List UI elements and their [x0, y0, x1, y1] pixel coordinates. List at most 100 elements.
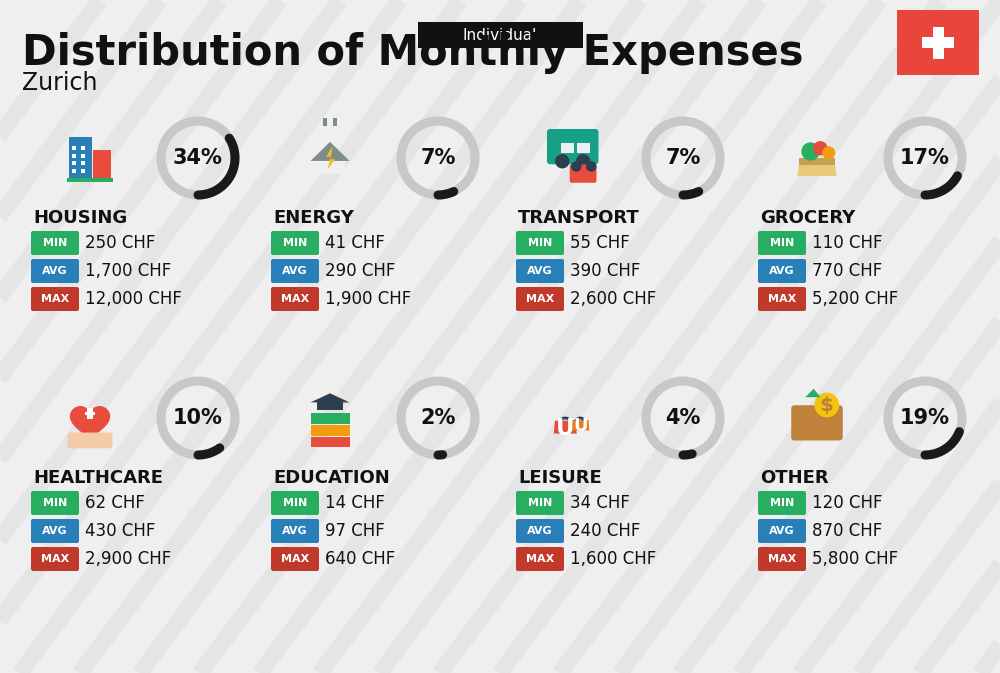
FancyBboxPatch shape [310, 413, 350, 424]
FancyBboxPatch shape [31, 259, 79, 283]
Circle shape [556, 155, 569, 168]
Text: MAX: MAX [281, 294, 309, 304]
Polygon shape [797, 164, 837, 176]
FancyBboxPatch shape [31, 491, 79, 515]
Text: 7%: 7% [665, 148, 701, 168]
Text: MIN: MIN [43, 498, 67, 508]
FancyBboxPatch shape [570, 164, 596, 183]
Text: 12,000 CHF: 12,000 CHF [85, 290, 182, 308]
Polygon shape [554, 421, 577, 433]
Text: 1,700 CHF: 1,700 CHF [85, 262, 171, 280]
Text: MAX: MAX [41, 294, 69, 304]
FancyBboxPatch shape [271, 231, 319, 255]
Text: TRANSPORT: TRANSPORT [518, 209, 640, 227]
FancyBboxPatch shape [333, 118, 337, 125]
Text: 1,600 CHF: 1,600 CHF [570, 550, 656, 568]
Text: AVG: AVG [42, 526, 68, 536]
Text: 250 CHF: 250 CHF [85, 234, 155, 252]
Text: 290 CHF: 290 CHF [325, 262, 395, 280]
FancyBboxPatch shape [31, 287, 79, 311]
FancyBboxPatch shape [516, 519, 564, 543]
Text: 240 CHF: 240 CHF [570, 522, 640, 540]
FancyBboxPatch shape [758, 259, 806, 283]
Text: 770 CHF: 770 CHF [812, 262, 882, 280]
FancyBboxPatch shape [67, 178, 113, 182]
Text: 120 CHF: 120 CHF [812, 494, 883, 512]
Text: OTHER: OTHER [760, 469, 829, 487]
Text: MAX: MAX [41, 554, 69, 564]
Text: AVG: AVG [282, 266, 308, 276]
FancyBboxPatch shape [271, 547, 319, 571]
Text: Distribution of Monthly Expenses: Distribution of Monthly Expenses [22, 32, 804, 74]
Text: HEALTHCARE: HEALTHCARE [33, 469, 163, 487]
Text: 19%: 19% [900, 408, 950, 428]
FancyBboxPatch shape [72, 153, 76, 157]
FancyBboxPatch shape [323, 118, 327, 125]
FancyBboxPatch shape [516, 491, 564, 515]
Text: LEISURE: LEISURE [518, 469, 602, 487]
Circle shape [587, 162, 596, 171]
FancyBboxPatch shape [758, 287, 806, 311]
Circle shape [802, 143, 819, 160]
FancyBboxPatch shape [69, 137, 92, 179]
Text: 97 CHF: 97 CHF [325, 522, 385, 540]
Text: MAX: MAX [526, 554, 554, 564]
Text: 5,200 CHF: 5,200 CHF [812, 290, 898, 308]
FancyBboxPatch shape [516, 231, 564, 255]
FancyBboxPatch shape [315, 161, 345, 174]
Text: EDUCATION: EDUCATION [273, 469, 390, 487]
Text: 5,800 CHF: 5,800 CHF [812, 550, 898, 568]
Text: 1,900 CHF: 1,900 CHF [325, 290, 411, 308]
FancyBboxPatch shape [758, 231, 806, 255]
Text: Zurich: Zurich [22, 71, 98, 95]
Text: 7%: 7% [420, 148, 456, 168]
Text: 390 CHF: 390 CHF [570, 262, 640, 280]
Text: 110 CHF: 110 CHF [812, 234, 883, 252]
Text: AVG: AVG [769, 526, 795, 536]
Text: 55 CHF: 55 CHF [570, 234, 630, 252]
Text: $: $ [820, 396, 834, 415]
FancyBboxPatch shape [310, 437, 350, 448]
Text: MIN: MIN [528, 238, 552, 248]
FancyBboxPatch shape [31, 231, 79, 255]
FancyBboxPatch shape [799, 158, 835, 164]
Text: 34 CHF: 34 CHF [570, 494, 630, 512]
FancyBboxPatch shape [791, 405, 843, 441]
FancyBboxPatch shape [72, 169, 76, 173]
FancyBboxPatch shape [271, 287, 319, 311]
FancyBboxPatch shape [897, 10, 979, 75]
Text: U: U [556, 417, 574, 440]
Text: 17%: 17% [900, 148, 950, 168]
Text: 2,600 CHF: 2,600 CHF [570, 290, 656, 308]
Text: 10%: 10% [173, 408, 223, 428]
Text: ENERGY: ENERGY [273, 209, 354, 227]
Text: AVG: AVG [527, 266, 553, 276]
Text: MAX: MAX [526, 294, 554, 304]
FancyBboxPatch shape [81, 169, 85, 173]
FancyBboxPatch shape [93, 149, 111, 179]
FancyBboxPatch shape [271, 519, 319, 543]
FancyBboxPatch shape [418, 22, 582, 48]
Text: MIN: MIN [283, 498, 307, 508]
Polygon shape [805, 389, 820, 397]
Text: MAX: MAX [768, 294, 796, 304]
Text: 430 CHF: 430 CHF [85, 522, 155, 540]
FancyBboxPatch shape [516, 287, 564, 311]
Circle shape [577, 155, 590, 168]
Circle shape [815, 393, 838, 417]
FancyBboxPatch shape [317, 402, 343, 411]
Text: MIN: MIN [43, 238, 67, 248]
Polygon shape [310, 142, 350, 161]
Text: MIN: MIN [770, 238, 794, 248]
FancyBboxPatch shape [516, 259, 564, 283]
FancyBboxPatch shape [577, 143, 590, 153]
Text: MAX: MAX [768, 554, 796, 564]
Polygon shape [71, 406, 109, 442]
FancyBboxPatch shape [81, 162, 85, 165]
Text: U: U [573, 417, 587, 435]
Text: 41 CHF: 41 CHF [325, 234, 385, 252]
FancyBboxPatch shape [310, 425, 350, 435]
Circle shape [823, 147, 835, 159]
FancyBboxPatch shape [758, 491, 806, 515]
Circle shape [814, 142, 827, 155]
